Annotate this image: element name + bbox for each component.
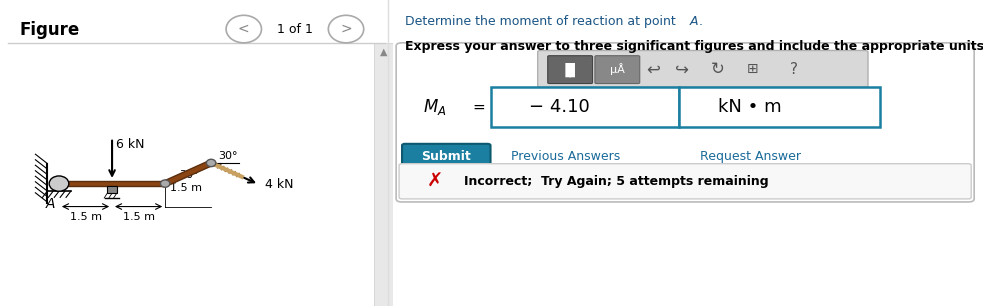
Text: 1.5 m: 1.5 m <box>170 183 202 193</box>
Circle shape <box>206 159 216 166</box>
FancyBboxPatch shape <box>402 144 491 168</box>
Text: $M_A$: $M_A$ <box>423 97 446 117</box>
Text: 30°: 30° <box>218 151 238 162</box>
Text: A: A <box>690 15 698 28</box>
Text: Request Answer: Request Answer <box>700 150 801 162</box>
Text: 4 kN: 4 kN <box>264 178 293 191</box>
Text: ▲: ▲ <box>379 47 387 57</box>
Text: Determine the moment of reaction at point: Determine the moment of reaction at poin… <box>405 15 680 28</box>
FancyBboxPatch shape <box>399 164 971 199</box>
Circle shape <box>328 15 364 43</box>
FancyBboxPatch shape <box>374 43 393 306</box>
Text: Submit: Submit <box>422 150 471 162</box>
Text: ↩: ↩ <box>646 61 660 78</box>
FancyBboxPatch shape <box>679 87 880 127</box>
FancyBboxPatch shape <box>595 56 640 84</box>
Circle shape <box>160 180 170 187</box>
Text: − 4.10: − 4.10 <box>529 98 590 116</box>
Text: kN • m: kN • m <box>718 98 781 116</box>
Text: A: A <box>45 197 55 211</box>
Text: 1.5 m: 1.5 m <box>70 212 101 222</box>
Text: <: < <box>238 22 250 36</box>
Text: ↪: ↪ <box>675 61 689 78</box>
Text: .: . <box>698 15 702 28</box>
FancyBboxPatch shape <box>538 50 868 87</box>
Text: ✗: ✗ <box>427 172 442 191</box>
Text: ⊞: ⊞ <box>747 62 759 76</box>
Text: Figure: Figure <box>20 21 80 39</box>
FancyBboxPatch shape <box>491 87 679 127</box>
FancyBboxPatch shape <box>107 186 117 193</box>
FancyBboxPatch shape <box>59 181 165 186</box>
Text: ↻: ↻ <box>711 61 724 78</box>
Text: Previous Answers: Previous Answers <box>511 150 620 162</box>
Polygon shape <box>163 161 213 186</box>
Text: 30°: 30° <box>179 170 199 180</box>
Text: Incorrect;  Try Again; 5 attempts remaining: Incorrect; Try Again; 5 attempts remaini… <box>464 175 769 188</box>
Text: ▐▌: ▐▌ <box>559 62 581 76</box>
Circle shape <box>49 176 69 191</box>
Text: 1.5 m: 1.5 m <box>123 212 154 222</box>
Text: 6 kN: 6 kN <box>116 138 145 151</box>
Text: ?: ? <box>790 62 798 77</box>
Circle shape <box>226 15 261 43</box>
Text: >: > <box>340 22 352 36</box>
FancyBboxPatch shape <box>396 43 974 202</box>
FancyBboxPatch shape <box>548 56 593 84</box>
Text: 1 of 1: 1 of 1 <box>277 23 313 35</box>
Text: =: = <box>473 99 486 115</box>
Text: Express your answer to three significant figures and include the appropriate uni: Express your answer to three significant… <box>405 40 983 53</box>
Text: μÅ: μÅ <box>609 64 625 75</box>
